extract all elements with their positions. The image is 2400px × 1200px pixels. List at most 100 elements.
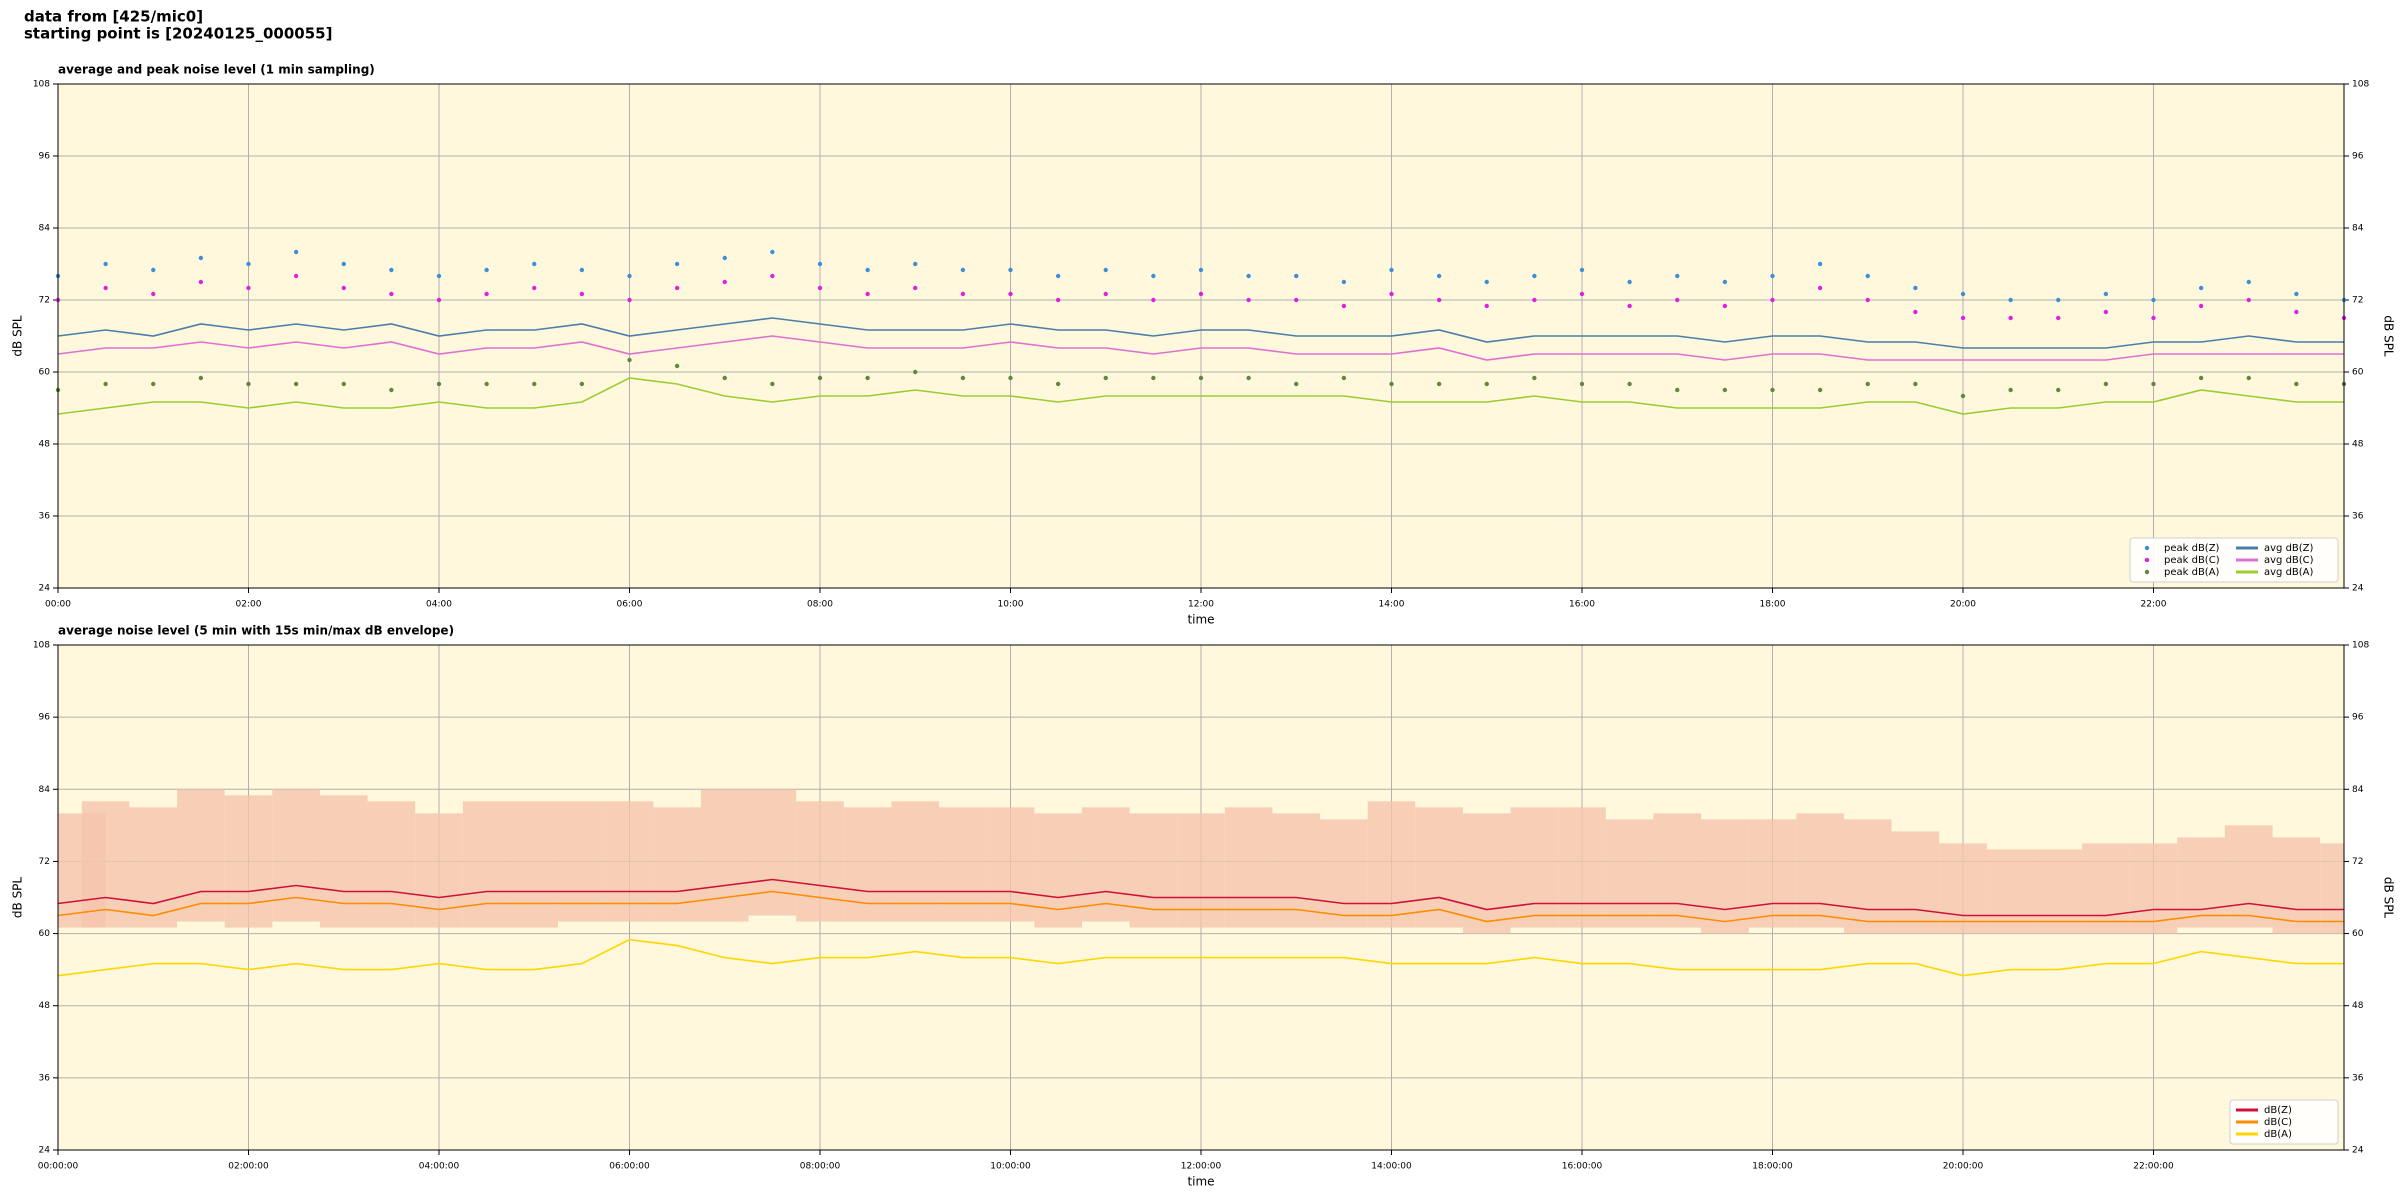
y-axis-label: dB SPL bbox=[11, 877, 25, 919]
peak-point bbox=[960, 291, 966, 297]
peak-point bbox=[960, 267, 966, 273]
peak-point bbox=[770, 381, 775, 387]
x-tick-label: 00:00 bbox=[45, 600, 71, 610]
peak-point bbox=[2246, 297, 2251, 303]
peak-point bbox=[2008, 315, 2013, 321]
peak-point bbox=[1055, 273, 1061, 279]
peak-point bbox=[1865, 297, 1870, 303]
peak-point bbox=[532, 381, 537, 387]
y-axis-label: dB SPL bbox=[2382, 877, 2396, 919]
envelope bbox=[224, 795, 273, 928]
legend-label: peak dB(A) bbox=[2164, 567, 2220, 578]
y-tick-label: 108 bbox=[2352, 80, 2369, 90]
peak-point bbox=[341, 285, 346, 291]
envelope bbox=[605, 801, 654, 922]
envelope bbox=[1367, 801, 1416, 928]
peak-point bbox=[913, 261, 918, 267]
peak-point bbox=[579, 291, 585, 297]
peak-point bbox=[341, 381, 346, 387]
peak-point bbox=[1341, 303, 1347, 309]
peak-point bbox=[1770, 387, 1775, 393]
peak-point bbox=[627, 357, 632, 363]
envelope bbox=[939, 807, 987, 922]
series-line bbox=[57, 377, 2344, 415]
peak-point bbox=[2008, 387, 2013, 393]
peak-point bbox=[1246, 273, 1251, 279]
peak-point bbox=[1770, 297, 1775, 303]
peak-point bbox=[1675, 297, 1680, 303]
legend-marker bbox=[2144, 545, 2150, 551]
peak-point bbox=[865, 291, 870, 297]
peak-point bbox=[627, 297, 632, 303]
peak-point bbox=[1198, 291, 1204, 297]
x-tick-label: 08:00 bbox=[807, 600, 833, 610]
peak-point bbox=[1389, 381, 1394, 387]
envelope bbox=[2272, 837, 2321, 934]
peak-point bbox=[674, 363, 680, 369]
peak-point bbox=[1055, 381, 1061, 387]
peak-point bbox=[1579, 267, 1585, 273]
peak-point bbox=[1341, 375, 1347, 381]
envelope bbox=[510, 801, 559, 928]
peak-point bbox=[198, 279, 204, 285]
peak-point bbox=[2294, 381, 2299, 387]
envelope bbox=[796, 801, 844, 922]
peak-point bbox=[817, 285, 823, 291]
peak-point bbox=[1198, 375, 1204, 381]
x-tick-label: 02:00:00 bbox=[228, 1162, 269, 1172]
peak-point bbox=[436, 273, 442, 279]
y-tick-label: 108 bbox=[33, 80, 50, 90]
peak-point bbox=[198, 375, 204, 381]
y-tick-label: 72 bbox=[39, 296, 50, 306]
peak-point bbox=[1532, 273, 1537, 279]
envelope bbox=[1081, 807, 1130, 922]
peak-point bbox=[2294, 291, 2299, 297]
x-axis-label: time bbox=[1187, 1175, 1214, 1189]
peak-point bbox=[1722, 279, 1728, 285]
y-tick-label: 72 bbox=[2352, 857, 2363, 867]
y-tick-label: 60 bbox=[2352, 368, 2364, 378]
peak-point bbox=[2246, 279, 2251, 285]
series-line bbox=[57, 938, 2344, 977]
peak-point bbox=[389, 291, 394, 297]
plot-title: average noise level (5 min with 15s min/… bbox=[58, 624, 454, 638]
peak-point bbox=[246, 261, 251, 267]
envelope bbox=[1653, 813, 1702, 928]
peak-point bbox=[341, 261, 346, 267]
peak-point bbox=[770, 273, 775, 279]
peak-point bbox=[293, 381, 299, 387]
x-tick-label: 02:00 bbox=[236, 600, 262, 610]
peak-point bbox=[2056, 387, 2061, 393]
peak-point bbox=[293, 273, 299, 279]
peak-point bbox=[1579, 291, 1585, 297]
peak-point bbox=[1817, 387, 1823, 393]
peak-point bbox=[151, 291, 156, 297]
envelope bbox=[367, 801, 416, 928]
peak-point bbox=[1103, 291, 1108, 297]
peak-point bbox=[2198, 285, 2204, 291]
peak-point bbox=[1960, 393, 1966, 399]
peak-point bbox=[436, 297, 442, 303]
y-tick-label: 48 bbox=[2352, 1001, 2364, 1011]
peak-point bbox=[484, 267, 489, 273]
y-tick-label: 84 bbox=[39, 785, 51, 795]
peak-point bbox=[1246, 375, 1251, 381]
peak-point bbox=[913, 285, 918, 291]
envelope bbox=[1415, 807, 1463, 928]
envelope bbox=[129, 807, 178, 928]
peak-point bbox=[1341, 279, 1347, 285]
peak-point bbox=[1579, 381, 1585, 387]
peak-point bbox=[1294, 273, 1299, 279]
series-line bbox=[57, 878, 2344, 917]
envelope bbox=[2320, 843, 2344, 934]
x-tick-label: 10:00 bbox=[998, 600, 1024, 610]
y-tick-label: 24 bbox=[39, 584, 51, 594]
envelope bbox=[1224, 807, 1273, 928]
legend-label: peak dB(C) bbox=[2164, 555, 2220, 566]
peak-point bbox=[198, 255, 204, 261]
x-tick-label: 18:00:00 bbox=[1752, 1162, 1793, 1172]
y-tick-label: 72 bbox=[39, 857, 50, 867]
series-line bbox=[57, 317, 2344, 349]
legend-marker bbox=[2144, 569, 2150, 575]
envelope bbox=[81, 801, 130, 928]
